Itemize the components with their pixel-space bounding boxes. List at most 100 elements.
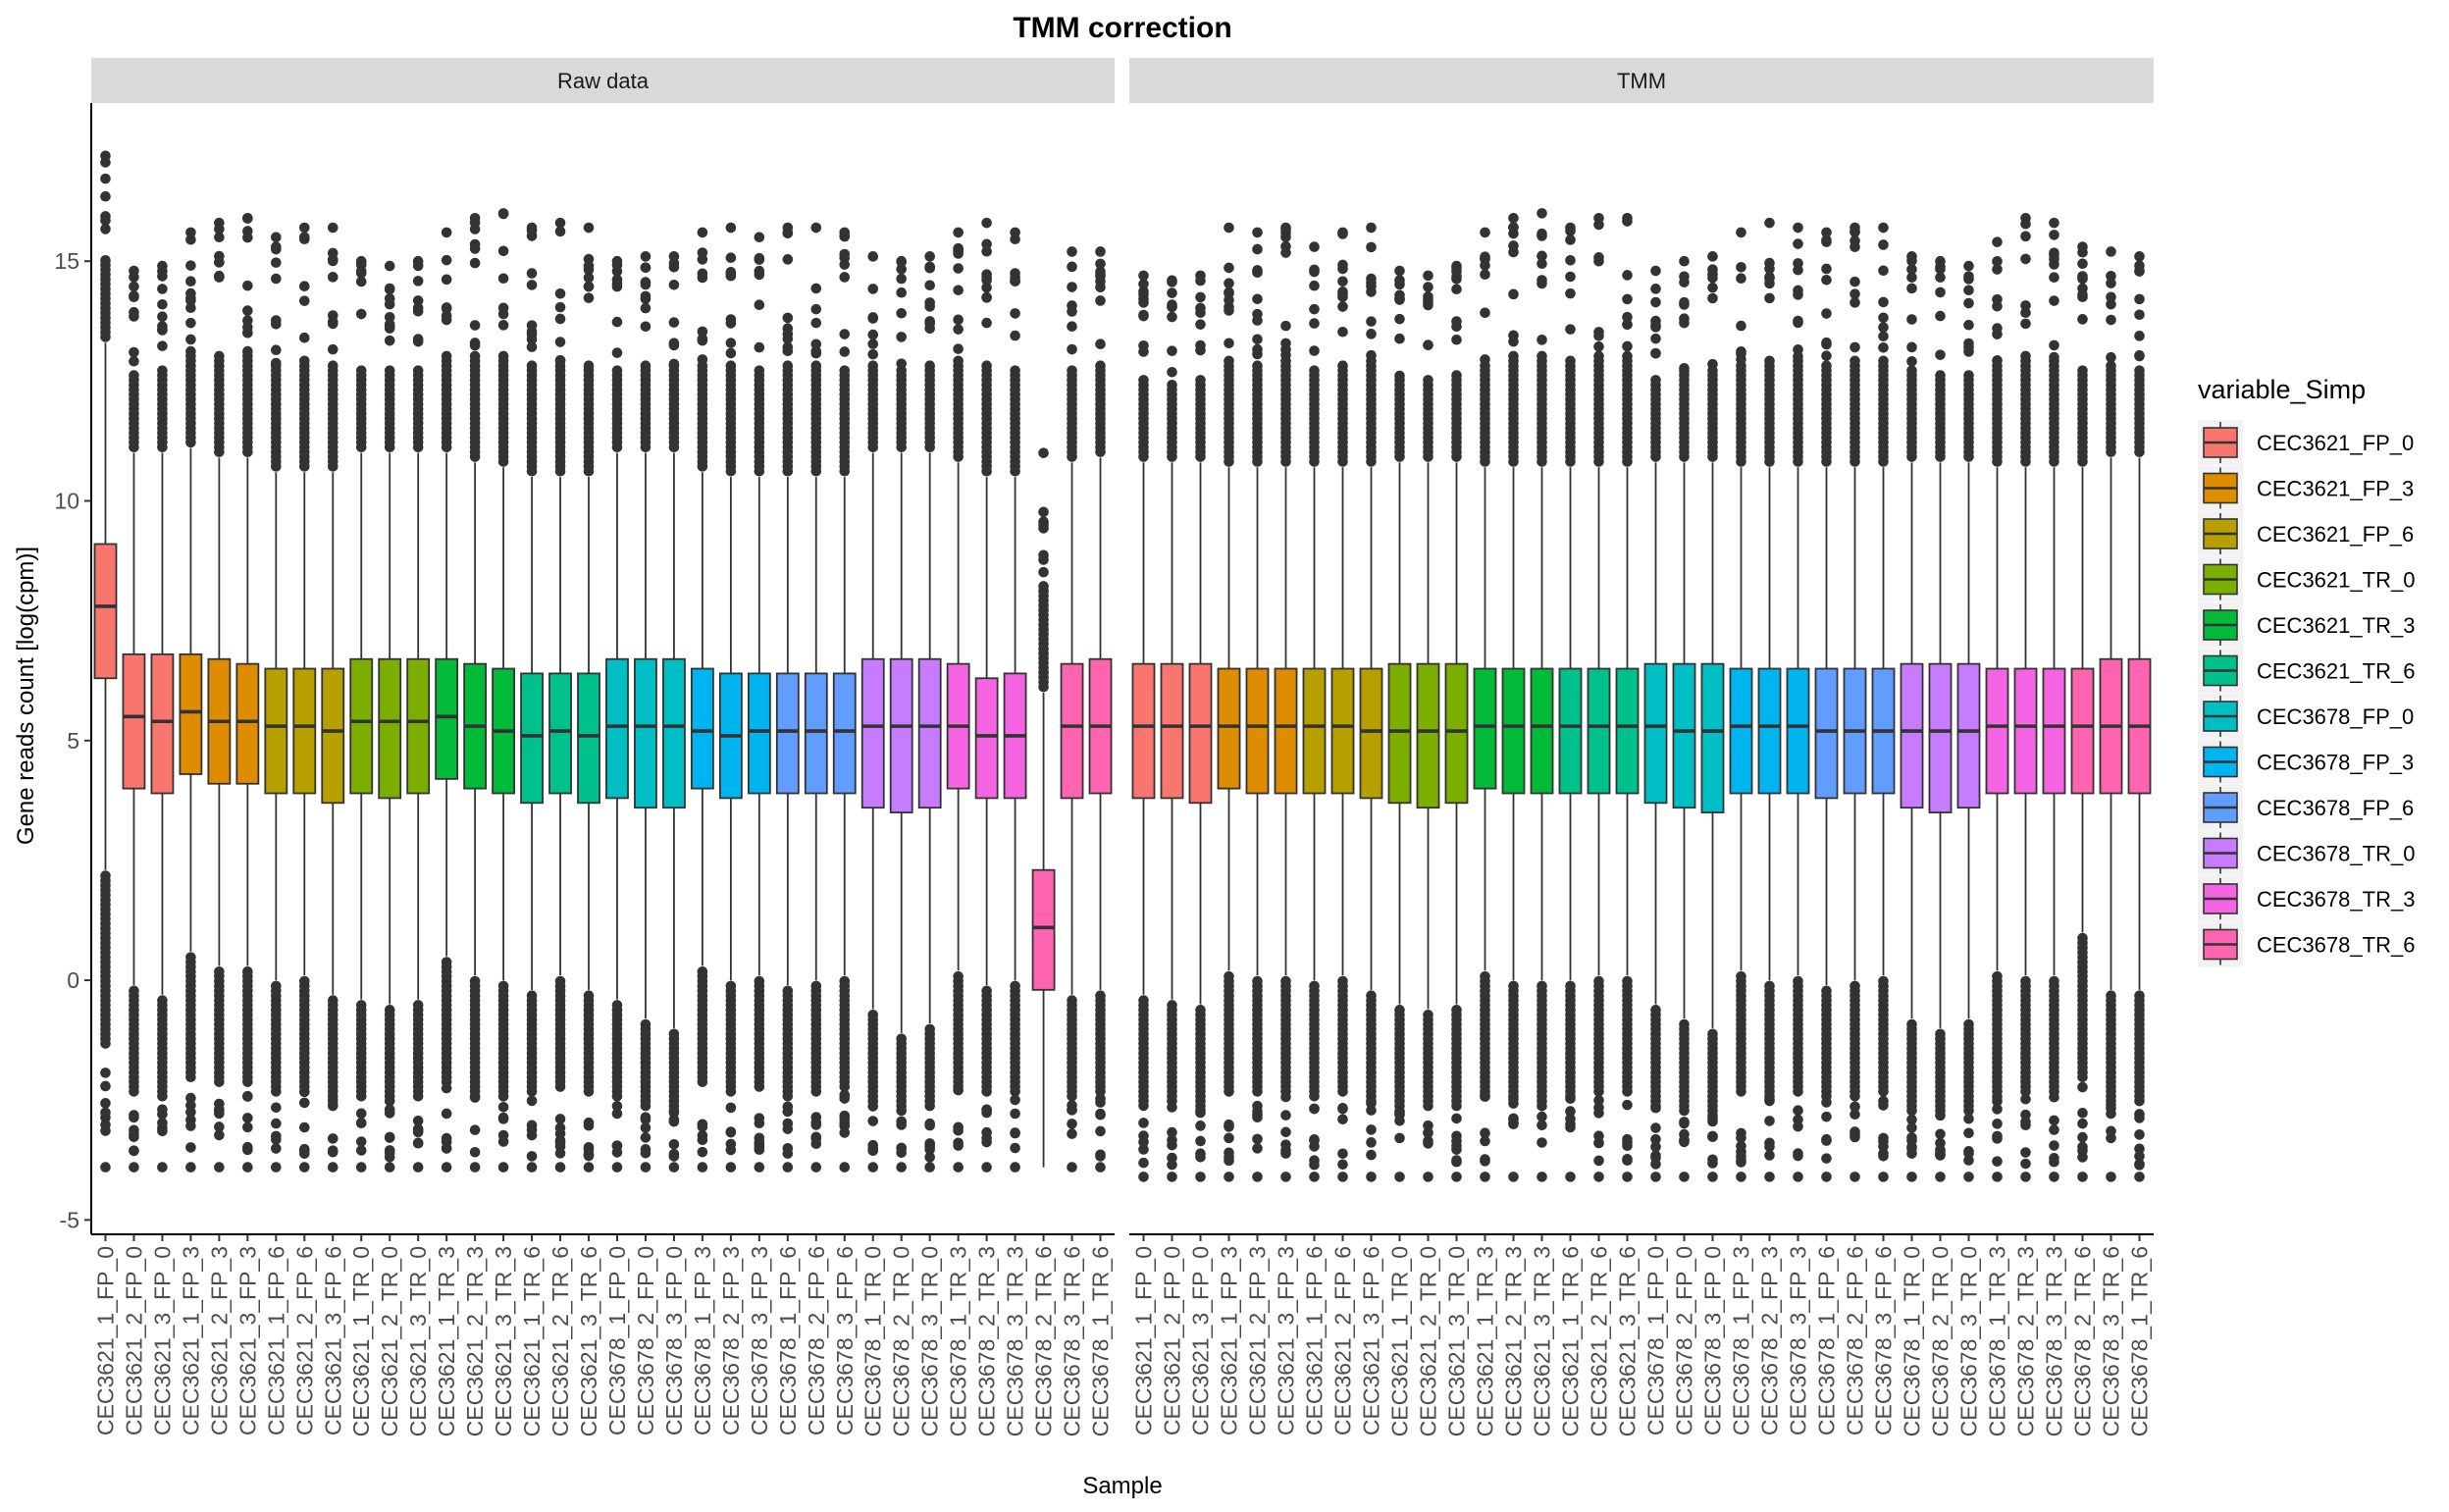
outlier-point: [1138, 375, 1149, 386]
outlier-point: [2077, 314, 2088, 325]
outlier-point: [100, 1107, 111, 1119]
x-tick-label: CEC3678_3_TR_3: [1003, 1246, 1028, 1436]
outlier-point: [100, 1162, 111, 1173]
box-body: [349, 657, 374, 795]
outlier-point: [355, 1162, 367, 1173]
outlier-point: [412, 365, 424, 376]
outlier-point: [1679, 1118, 1690, 1129]
outlier-point: [1394, 265, 1405, 277]
outlier-point: [583, 1162, 595, 1173]
outlier-point: [1195, 319, 1206, 330]
outlier-point: [1138, 1136, 1149, 1148]
outlier-point: [157, 284, 168, 294]
outlier-point: [129, 355, 139, 367]
outlier-point: [1537, 335, 1547, 345]
x-tick-label: CEC3621_1_TR_6: [519, 1246, 545, 1436]
outlier-point: [1622, 1140, 1633, 1152]
outlier-point: [1935, 263, 1946, 275]
outlier-point: [1537, 208, 1547, 219]
outlier-point: [2134, 1172, 2145, 1182]
outlier-point: [1821, 274, 1832, 286]
outlier-point: [1138, 310, 1149, 322]
outlier-point: [1252, 1143, 1263, 1154]
outlier-point: [1252, 1172, 1263, 1182]
legend-label: CEC3678_TR_3: [2257, 887, 2415, 912]
box-body: [1473, 667, 1497, 790]
outlier-point: [1935, 349, 1946, 360]
outlier-point: [214, 232, 225, 243]
outlier-point: [327, 1100, 339, 1112]
outlier-point: [1224, 355, 1234, 367]
outlier-point: [867, 339, 879, 349]
outlier-point: [355, 365, 367, 376]
x-tick-label: CEC3678_2_FP_3: [718, 1246, 744, 1435]
outlier-point: [327, 1145, 339, 1156]
outlier-point: [1038, 506, 1049, 518]
outlier-point: [1095, 271, 1106, 282]
outlier-point: [782, 254, 794, 265]
outlier-point: [1821, 1135, 1832, 1146]
outlier-point: [1650, 319, 1661, 331]
box-body: [1444, 662, 1469, 805]
outlier-point: [953, 324, 964, 335]
outlier-point: [271, 273, 282, 285]
outlier-point: [867, 313, 879, 324]
outlier-point: [100, 254, 111, 266]
outlier-point: [1906, 365, 1917, 376]
box-cec3621-2-tr-3: [463, 212, 488, 1173]
outlier-point: [1935, 255, 1946, 267]
outlier-point: [640, 1144, 651, 1155]
outlier-point: [754, 365, 765, 376]
outlier-point: [1850, 222, 1860, 234]
outlier-point: [157, 340, 168, 351]
outlier-point: [1906, 272, 1917, 284]
outlier-point: [896, 273, 908, 285]
outlier-point: [754, 341, 765, 353]
outlier-point: [1252, 1133, 1263, 1145]
outlier-point: [668, 338, 680, 349]
x-tick-label: CEC3678_3_FP_3: [747, 1246, 772, 1435]
box-body: [634, 657, 657, 809]
outlier-point: [185, 1092, 196, 1104]
outlier-point: [2106, 270, 2116, 282]
outlier-point: [1480, 260, 1490, 271]
outlier-point: [953, 244, 964, 256]
outlier-point: [157, 271, 168, 282]
outlier-point: [1850, 1090, 1860, 1102]
outlier-point: [782, 222, 794, 234]
box-cec3678-1-fp-6: [1814, 227, 1839, 1182]
outlier-point: [242, 327, 253, 339]
box-cec3678-2-fp-3: [718, 222, 743, 1173]
legend: CEC3621_FP_0CEC3621_FP_3CEC3621_FP_6CEC3…: [2198, 420, 2415, 967]
x-tick-label: CEC3678_1_TR_3: [946, 1246, 971, 1436]
outlier-point: [924, 297, 935, 308]
x-tick-label: CEC3678_2_FP_0: [633, 1246, 658, 1435]
outlier-point: [1992, 293, 2003, 305]
outlier-point: [1679, 277, 1690, 287]
outlier-point: [2134, 1143, 2145, 1155]
box-body: [832, 672, 857, 795]
outlier-point: [867, 1139, 879, 1151]
outlier-point: [497, 1091, 509, 1102]
outlier-point: [810, 1086, 822, 1097]
outlier-point: [1167, 1126, 1177, 1138]
outlier-point: [839, 1089, 851, 1101]
outlier-point: [384, 1147, 395, 1159]
outlier-point: [1138, 1157, 1149, 1169]
outliers: [185, 227, 196, 1173]
legend-item-cec3678-tr-6: CEC3678_TR_6: [2198, 921, 2415, 967]
outlier-point: [1878, 1086, 1889, 1097]
box-cec3678-2-fp-6: [1843, 222, 1867, 1182]
box-body: [860, 657, 885, 809]
outlier-point: [924, 1152, 935, 1163]
outlier-point: [668, 280, 680, 290]
outlier-point: [810, 1120, 822, 1130]
outlier-point: [1679, 317, 1690, 329]
outliers: [214, 217, 225, 1173]
outlier-point: [214, 1121, 225, 1132]
outlier-point: [1736, 1172, 1746, 1182]
outlier-point: [611, 1100, 623, 1112]
outliers: [1850, 222, 1860, 1182]
outlier-point: [1963, 319, 1974, 331]
outlier-point: [271, 1102, 282, 1114]
